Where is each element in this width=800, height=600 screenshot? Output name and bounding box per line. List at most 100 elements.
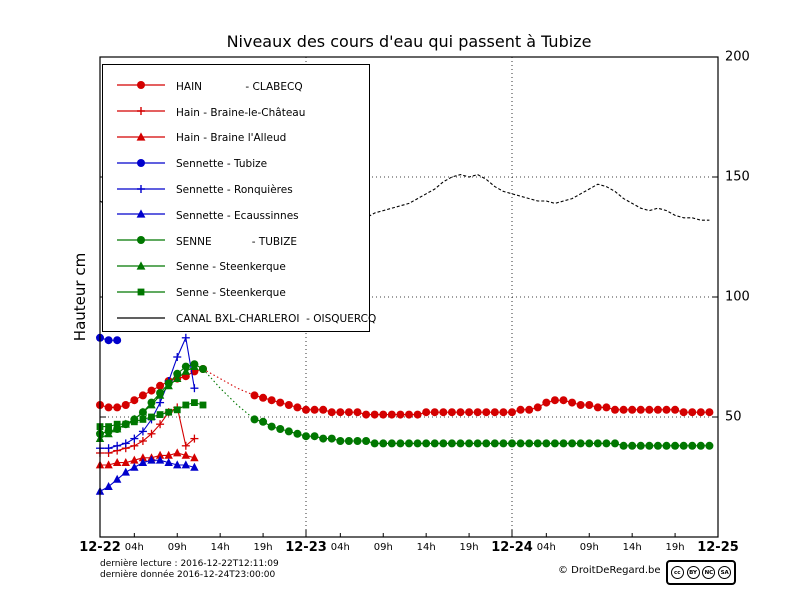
data-point xyxy=(121,401,130,409)
x-tick-label: 09h xyxy=(167,542,187,553)
data-point xyxy=(181,366,191,375)
x-tick-label: 09h xyxy=(373,542,393,553)
data-point xyxy=(525,439,534,448)
copyright-text: © DroitDeRegard.be xyxy=(558,565,661,576)
data-point xyxy=(576,401,585,409)
legend-label: CANAL BXL-CHARLEROI - OISQUERCQ xyxy=(176,313,377,326)
legend-label: Sennette - Tubize xyxy=(176,158,268,171)
data-point xyxy=(405,439,413,448)
x-tick-label: 19h xyxy=(459,542,479,553)
data-point xyxy=(662,405,671,414)
data-point xyxy=(267,422,276,431)
x-tick-label: 14h xyxy=(210,542,230,553)
data-point xyxy=(387,439,396,448)
data-point xyxy=(370,410,379,419)
chart-title: Niveaux des cours d'eau qui passent à Tu… xyxy=(226,32,592,51)
data-point xyxy=(602,439,611,448)
data-point xyxy=(182,401,190,409)
data-point xyxy=(499,439,508,448)
data-point xyxy=(611,439,619,448)
data-point xyxy=(516,439,525,448)
data-point xyxy=(164,381,173,390)
data-point xyxy=(353,408,362,417)
data-point xyxy=(302,432,310,441)
data-point xyxy=(611,405,619,414)
data-point xyxy=(310,432,319,441)
x-tick-label: 04h xyxy=(124,542,144,553)
data-point xyxy=(104,336,113,345)
data-point xyxy=(585,439,594,448)
data-point xyxy=(181,362,190,371)
data-point xyxy=(327,434,336,443)
cc-logo-icon: cc xyxy=(670,566,684,579)
data-point xyxy=(696,441,705,450)
square-marker-icon xyxy=(115,284,167,303)
legend-item-sennette-ecaussinnes: Sennette - Ecaussinnes xyxy=(103,203,369,229)
last-reading-text: dernière lecture : 2016-12-22T12:11:09 xyxy=(100,559,279,569)
data-point xyxy=(688,408,697,417)
legend-label: Hain - Braine-le-Château xyxy=(176,106,306,119)
data-point xyxy=(559,396,568,405)
data-point xyxy=(173,460,182,469)
data-point xyxy=(568,398,577,407)
data-point xyxy=(619,405,628,414)
data-point xyxy=(447,408,456,417)
data-point xyxy=(490,408,499,417)
data-point xyxy=(559,439,568,448)
data-point xyxy=(138,391,147,400)
data-point xyxy=(165,408,173,416)
legend-label: Hain - Braine l'Alleud xyxy=(176,132,287,145)
data-point xyxy=(413,410,422,419)
data-point xyxy=(379,410,388,419)
data-point xyxy=(405,410,413,419)
data-point xyxy=(190,462,199,471)
data-point xyxy=(533,439,542,448)
data-point xyxy=(516,405,525,414)
cc-by-icon: BY xyxy=(686,566,700,579)
data-point xyxy=(550,396,559,405)
data-point xyxy=(293,429,302,438)
triangle-marker-icon xyxy=(115,129,167,148)
data-point xyxy=(593,439,602,448)
data-point xyxy=(105,423,112,430)
data-point xyxy=(155,390,165,399)
x-tick-label: 19h xyxy=(253,542,273,553)
circle-marker-icon xyxy=(115,77,167,96)
data-point xyxy=(645,405,654,414)
data-point xyxy=(456,408,465,417)
data-point xyxy=(336,437,345,445)
last-data-text: dernière donnée 2016-12-24T23:00:00 xyxy=(100,570,276,580)
data-point xyxy=(113,336,122,345)
data-point xyxy=(482,439,491,448)
data-point xyxy=(139,416,147,423)
data-point xyxy=(696,408,705,417)
cc-nc-icon: NC xyxy=(702,566,716,579)
circle-marker-icon xyxy=(115,155,167,174)
data-point xyxy=(130,418,138,426)
legend-item-senne-steenkerque-triangle: Senne - Steenkerque xyxy=(103,255,369,281)
data-point xyxy=(267,396,276,405)
data-point xyxy=(628,405,637,414)
legend-item-hain-clabecq: HAIN - CLABECQ xyxy=(103,74,369,100)
x-tick-label: 12-22 xyxy=(79,540,121,555)
data-point xyxy=(310,405,319,414)
data-point xyxy=(370,439,379,448)
data-point xyxy=(276,398,285,407)
data-point xyxy=(147,400,156,409)
x-tick-label: 09h xyxy=(579,542,599,553)
data-point xyxy=(439,408,448,417)
data-point xyxy=(112,458,122,466)
data-point xyxy=(155,455,165,464)
data-point xyxy=(662,441,671,450)
data-point xyxy=(413,439,422,448)
data-point xyxy=(688,441,697,450)
data-point xyxy=(147,455,156,464)
data-point xyxy=(121,458,130,466)
data-point xyxy=(259,417,268,426)
legend-item-canal-bxl-charleroi: CANAL BXL-CHARLEROI - OISQUERCQ xyxy=(103,306,376,332)
data-point xyxy=(344,408,353,417)
series-line-senne-tubize xyxy=(202,368,255,420)
data-point xyxy=(628,441,637,450)
triangle-marker-icon xyxy=(115,206,167,225)
data-point xyxy=(396,410,405,419)
